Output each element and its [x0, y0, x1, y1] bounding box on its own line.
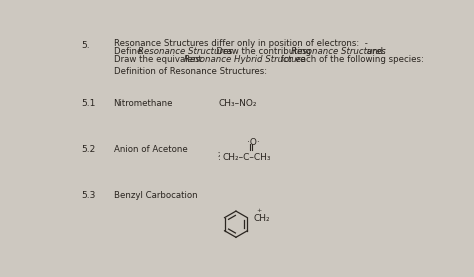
Text: Resonance Structures: Resonance Structures [291, 47, 385, 56]
Text: :: : [218, 153, 221, 161]
Text: Resonance Structures differ only in position of electrons:  -: Resonance Structures differ only in posi… [113, 39, 367, 48]
Text: Anion of Acetone: Anion of Acetone [113, 145, 187, 154]
Text: . Draw the contributing: . Draw the contributing [211, 47, 314, 56]
Text: Resonance Hybrid Structure: Resonance Hybrid Structure [184, 55, 305, 64]
Text: Benzyl Carbocation: Benzyl Carbocation [113, 191, 197, 200]
Text: Nitromethane: Nitromethane [113, 99, 173, 108]
Text: CH₃–NO₂: CH₃–NO₂ [218, 99, 256, 108]
Text: 5.2: 5.2 [81, 145, 95, 154]
Text: CH₂: CH₂ [254, 214, 270, 223]
Text: Define: Define [113, 47, 145, 56]
Text: ·O·: ·O· [247, 138, 260, 147]
Text: Resonance Structures: Resonance Structures [137, 47, 232, 56]
Text: 5.3: 5.3 [81, 191, 95, 200]
Text: +: + [256, 208, 261, 213]
Text: CH₂–C–CH₃: CH₂–C–CH₃ [223, 153, 271, 161]
Text: for each of the following species:: for each of the following species: [278, 55, 424, 64]
Text: and:: and: [364, 47, 386, 56]
Text: Draw the equivalent: Draw the equivalent [113, 55, 204, 64]
Text: Definition of Resonance Structures:: Definition of Resonance Structures: [113, 67, 266, 76]
Text: 5.1: 5.1 [81, 99, 95, 108]
Text: 5.: 5. [81, 41, 90, 50]
Text: ː: ː [218, 150, 220, 159]
